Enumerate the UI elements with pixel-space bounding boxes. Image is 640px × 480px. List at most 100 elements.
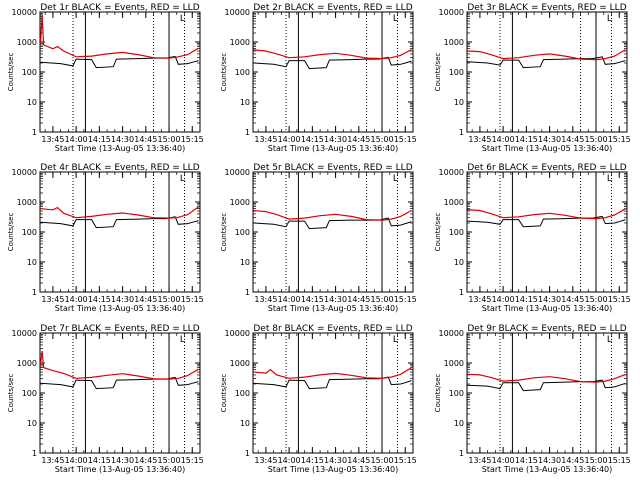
plot-frame: [39, 332, 201, 454]
y-tick-label: 1000: [230, 198, 250, 207]
plot-frame: [252, 171, 414, 293]
events-series-line: [467, 379, 626, 392]
lld-series-line: [39, 14, 199, 59]
x-tick-label: 15:15: [181, 135, 204, 144]
events-series-line: [40, 55, 199, 69]
x-tick-label: 15:00: [158, 295, 181, 304]
x-tick-label: 14:30: [111, 456, 134, 465]
lld-series-line: [39, 351, 199, 380]
x-tick-label: 14:15: [88, 135, 111, 144]
x-tick-label: 14:00: [492, 135, 515, 144]
plot-frame: [252, 11, 414, 133]
events-series-line: [40, 376, 199, 390]
x-tick-label: 14:00: [492, 456, 515, 465]
y-tick-label: 100: [449, 389, 464, 398]
detector-panel-6: Det 6r BLACK = Events, RED = LLD 1 10 100 10…: [434, 163, 631, 313]
marker-label: L: [393, 335, 398, 345]
x-tick-label: 13:45: [254, 456, 277, 465]
x-tick-label: 14:30: [538, 456, 561, 465]
y-axis-label: Counts/sec: [7, 213, 15, 252]
y-tick-label: 10000: [12, 8, 37, 17]
plot-frame: [39, 171, 201, 293]
detector-panel-8: Det 8r BLACK = Events, RED = LLD 1 10 100 10…: [220, 324, 417, 474]
panel-title: Det 4r BLACK = Events, RED = LLD: [40, 163, 199, 173]
x-tick-label: 14:45: [561, 456, 584, 465]
y-tick-label: 1: [32, 449, 37, 458]
x-tick-label: 14:15: [515, 135, 538, 144]
marker-label: L: [180, 174, 185, 184]
plot-frame: [466, 171, 628, 293]
x-tick-label: 15:15: [181, 295, 204, 304]
x-tick-label: 15:00: [158, 456, 181, 465]
y-tick-label: 10000: [439, 8, 464, 17]
events-series-line: [253, 217, 412, 230]
y-tick-label: 10000: [225, 8, 250, 17]
x-tick-label: 13:45: [254, 135, 277, 144]
x-tick-label: 15:15: [608, 295, 631, 304]
x-tick-label: 15:00: [585, 295, 608, 304]
y-tick-label: 100: [449, 228, 464, 237]
x-tick-label: 14:15: [301, 295, 324, 304]
y-tick-label: 1000: [444, 38, 464, 47]
lld-series-line: [467, 49, 626, 61]
x-tick-label: 14:45: [134, 135, 157, 144]
events-series-line: [253, 376, 412, 390]
x-axis-label: Start Time (13-Aug-05 13:36:40): [482, 304, 613, 313]
x-tick-label: 14:30: [324, 295, 347, 304]
y-tick-label: 10000: [225, 329, 250, 338]
x-tick-label: 14:15: [88, 456, 111, 465]
x-tick-label: 15:15: [394, 295, 417, 304]
marker-label: L: [607, 14, 612, 24]
y-tick-label: 10: [454, 258, 464, 267]
y-tick-label: 10000: [225, 168, 250, 177]
x-tick-label: 15:00: [585, 456, 608, 465]
lld-series-line: [40, 206, 199, 219]
events-series-line: [253, 56, 412, 70]
x-axis-label: Start Time (13-Aug-05 13:36:40): [268, 144, 399, 153]
x-tick-label: 15:00: [585, 135, 608, 144]
x-tick-label: 15:00: [158, 135, 181, 144]
x-tick-label: 14:45: [134, 456, 157, 465]
y-tick-label: 1: [245, 128, 250, 137]
events-series-line: [467, 56, 626, 69]
marker-label: L: [607, 174, 612, 184]
x-tick-label: 14:30: [324, 135, 347, 144]
x-tick-label: 13:45: [468, 456, 491, 465]
plot-frame: [39, 11, 201, 133]
panel-title: Det 7r BLACK = Events, RED = LLD: [40, 324, 199, 334]
y-tick-label: 1000: [17, 198, 37, 207]
panel-title: Det 8r BLACK = Events, RED = LLD: [253, 324, 412, 334]
y-tick-label: 1: [459, 128, 464, 137]
x-tick-label: 14:30: [538, 135, 561, 144]
plot-frame: [466, 11, 628, 133]
y-tick-label: 10: [240, 419, 250, 428]
y-tick-label: 10: [454, 98, 464, 107]
detector-panel-1: Det 1r BLACK = Events, RED = LLD 1 10 100 10…: [7, 3, 204, 153]
detector-panel-2: Det 2r BLACK = Events, RED = LLD 1 10 100 10…: [220, 3, 417, 153]
x-tick-label: 13:45: [254, 295, 277, 304]
x-tick-label: 14:30: [111, 135, 134, 144]
panel-title: Det 3r BLACK = Events, RED = LLD: [467, 3, 626, 13]
x-axis-label: Start Time (13-Aug-05 13:36:40): [268, 465, 399, 474]
x-tick-label: 15:00: [371, 135, 394, 144]
y-axis-label: Counts/sec: [434, 374, 442, 413]
x-axis-label: Start Time (13-Aug-05 13:36:40): [55, 465, 186, 474]
x-tick-label: 14:00: [65, 295, 88, 304]
x-tick-label: 14:45: [134, 295, 157, 304]
y-tick-label: 100: [22, 68, 37, 77]
x-tick-label: 14:45: [347, 456, 370, 465]
y-tick-label: 1: [245, 449, 250, 458]
x-tick-label: 13:45: [41, 295, 64, 304]
y-tick-label: 1000: [230, 359, 250, 368]
y-tick-label: 100: [22, 228, 37, 237]
x-tick-label: 14:30: [111, 295, 134, 304]
x-axis-label: Start Time (13-Aug-05 13:36:40): [55, 144, 186, 153]
panel-title: Det 5r BLACK = Events, RED = LLD: [253, 163, 412, 173]
y-axis-label: Counts/sec: [220, 374, 228, 413]
y-tick-label: 1000: [17, 38, 37, 47]
y-tick-label: 10: [27, 419, 37, 428]
x-tick-label: 14:15: [515, 295, 538, 304]
x-tick-label: 14:45: [347, 295, 370, 304]
marker-label: L: [607, 335, 612, 345]
